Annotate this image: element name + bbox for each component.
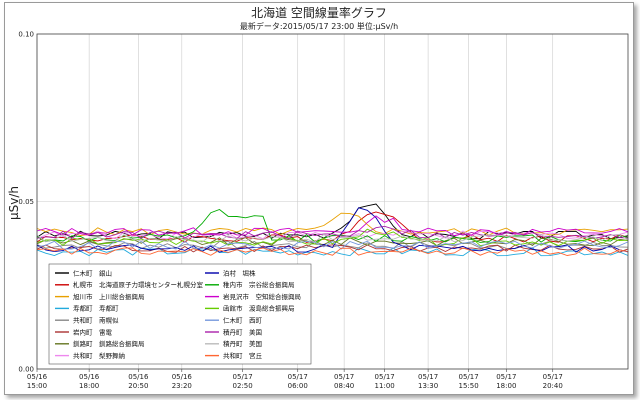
y-axis-label: μSv/h	[7, 186, 21, 220]
y-tick-label: 0.05	[18, 198, 34, 206]
x-tick-date: 05/17	[233, 373, 253, 381]
x-tick-date: 05/17	[418, 373, 438, 381]
legend-entry-label: 寿都町 寿都町	[73, 304, 119, 313]
x-tick-time: 23:20	[172, 382, 192, 390]
legend-entry-label: 積丹町 美国	[223, 327, 262, 336]
y-tick-label: 0.10	[18, 31, 34, 39]
x-tick-time: 13:30	[418, 382, 438, 390]
y-tick-label: 0.00	[18, 366, 34, 374]
x-tick-date: 05/17	[288, 373, 308, 381]
chart-frame: 北海道 空間線量率グラフ 最新データ:2015/05/17 23:00 単位:μ…	[4, 2, 634, 395]
x-tick-date: 05/17	[543, 373, 563, 381]
x-tick-date: 05/16	[128, 373, 149, 381]
series-line	[36, 233, 629, 243]
legend-entry-label: 仁木町 西町	[223, 316, 263, 325]
x-tick-time: 15:50	[459, 382, 479, 390]
legend-entry-label: 積丹町 美国	[223, 339, 262, 348]
legend-entry-label: 共和町 宮丘	[223, 351, 263, 360]
x-tick-date: 05/17	[459, 373, 479, 381]
legend-entry-label: 旭川市 上川総合振興局	[73, 292, 145, 301]
plot-border	[36, 33, 629, 370]
x-tick-time: 15:00	[27, 382, 47, 390]
x-tick-time: 11:00	[375, 382, 395, 390]
chart-subtitle: 最新データ:2015/05/17 23:00 単位:μSv/h	[240, 21, 398, 31]
legend-entry-label: 仁木町 銀山	[73, 268, 112, 277]
axis-layer: 0.000.050.1005/1615:0005/1618:0005/1620:…	[18, 31, 629, 390]
series-line	[36, 244, 629, 253]
x-tick-date: 05/17	[496, 373, 516, 381]
series-layer	[36, 203, 629, 257]
chart-title: 北海道 空間線量率グラフ	[251, 5, 387, 20]
x-tick-time: 20:50	[128, 382, 148, 390]
chart-svg: 北海道 空間線量率グラフ 最新データ:2015/05/17 23:00 単位:μ…	[7, 5, 629, 390]
x-tick-date: 05/17	[334, 373, 354, 381]
series-line	[36, 247, 629, 256]
legend-entry-label: 稚内市 宗谷総合振興局	[223, 280, 295, 289]
x-tick-date: 05/16	[27, 373, 48, 381]
x-tick-time: 20:40	[543, 382, 563, 390]
series-line	[36, 225, 629, 240]
legend-box	[48, 263, 312, 365]
legend-entry-label: 釧路町 釧路総合振興局	[73, 339, 145, 348]
x-tick-time: 02:50	[233, 382, 253, 390]
x-tick-time: 18:00	[496, 382, 516, 390]
series-line	[36, 207, 629, 253]
series-line	[36, 211, 629, 243]
x-tick-time: 18:00	[79, 382, 99, 390]
x-tick-date: 05/16	[172, 373, 193, 381]
series-line	[36, 215, 629, 237]
x-tick-date: 05/17	[375, 373, 395, 381]
legend-entry-label: 共和町 南幌似	[73, 316, 119, 325]
legend-entry-label: 岩見沢市 空知総合振興局	[223, 292, 301, 301]
series-line	[36, 237, 629, 247]
legend-entry-label: 泊村 堀株	[223, 268, 256, 277]
legend-entry-label: 岩内町 雷電	[73, 327, 113, 336]
legend-entry-label: 函館市 渡島総合振興局	[223, 304, 295, 313]
legend-entry-label: 札幌市 北海道原子力環境センター札幌分室	[73, 280, 204, 289]
series-line	[36, 208, 629, 243]
x-tick-date: 05/16	[79, 373, 100, 381]
series-line	[36, 240, 629, 250]
x-tick-time: 06:00	[288, 382, 308, 390]
series-line	[36, 247, 629, 257]
legend-entry-label: 共和町 梨野舞納	[73, 351, 125, 360]
x-tick-time: 08:40	[334, 382, 354, 390]
